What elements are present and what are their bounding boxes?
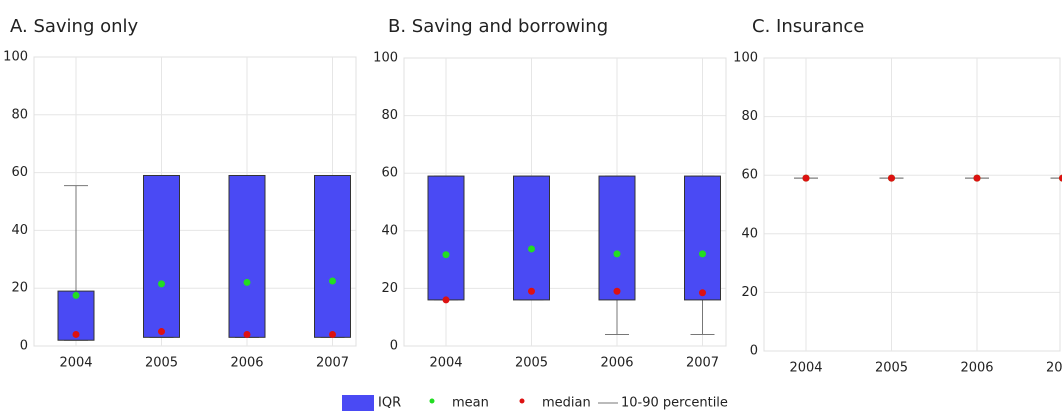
legend-label: median: [542, 396, 591, 411]
x-tick-label: 2006: [960, 361, 993, 376]
x-tick-label: 2004: [429, 356, 462, 371]
y-tick-label: 20: [741, 285, 758, 300]
iqr-box: [513, 175, 550, 301]
median-dot: [442, 296, 450, 304]
mean-dot: [528, 245, 535, 253]
x-tick-label: 2007: [686, 356, 719, 371]
median-dot: [72, 330, 80, 338]
mean-dot: [158, 280, 165, 288]
y-tick-label: 20: [11, 281, 28, 296]
iqr-box: [228, 174, 266, 338]
y-tick-label: 100: [733, 51, 758, 66]
legend-label: mean: [452, 396, 489, 411]
legend-label: 10-90 percentile: [621, 396, 728, 411]
median-dot: [528, 287, 535, 295]
median-dot: [973, 174, 981, 182]
x-tick-label: 2005: [145, 356, 178, 371]
x-tick-label: 2004: [59, 356, 92, 371]
x-tick-label: 2006: [600, 356, 633, 371]
x-tick-label: 2007: [1046, 361, 1062, 376]
mean-dot: [243, 278, 251, 286]
iqr-box: [427, 175, 465, 301]
y-tick-label: 100: [3, 50, 28, 65]
y-tick-label: 80: [381, 108, 398, 123]
y-tick-label: 40: [741, 226, 758, 241]
panel-title: A. Saving only: [10, 16, 139, 37]
median-dot: [613, 287, 621, 295]
plot-frame: [403, 57, 727, 347]
mean-dot: [72, 291, 80, 299]
median-dot: [243, 330, 251, 338]
mean-dot: [613, 250, 621, 258]
y-tick-label: 80: [741, 109, 758, 124]
legend-swatch: [342, 395, 374, 411]
iqr-box: [598, 175, 636, 301]
x-tick-label: 2007: [316, 356, 349, 371]
legend-swatch: [519, 398, 525, 404]
median-dot: [699, 289, 706, 297]
median-dot: [158, 328, 165, 336]
x-tick-label: 2005: [515, 356, 548, 371]
median-dot: [888, 174, 895, 182]
x-tick-label: 2004: [789, 361, 822, 376]
legend-label: IQR: [378, 396, 401, 411]
legend-swatch: [429, 398, 435, 404]
plot-frame: [33, 56, 357, 347]
y-tick-label: 0: [750, 344, 758, 359]
y-tick-label: 40: [11, 223, 28, 238]
panel-title: C. Insurance: [752, 16, 864, 37]
panel-title: B. Saving and borrowing: [388, 16, 608, 37]
median-dot: [802, 174, 810, 182]
y-tick-label: 80: [11, 107, 28, 122]
y-tick-label: 60: [11, 165, 28, 180]
iqr-box: [684, 175, 721, 301]
iqr-box: [143, 174, 180, 338]
iqr-box: [314, 174, 351, 338]
y-tick-label: 0: [390, 339, 398, 354]
mean-dot: [699, 250, 706, 258]
mean-dot: [442, 251, 450, 259]
x-tick-label: 2006: [230, 356, 263, 371]
y-tick-label: 60: [381, 166, 398, 181]
median-dot: [1059, 174, 1062, 182]
mean-dot: [329, 277, 336, 285]
y-tick-label: 60: [741, 168, 758, 183]
plot-frame: [763, 57, 1061, 352]
y-tick-label: 100: [373, 51, 398, 66]
x-tick-label: 2005: [875, 361, 908, 376]
y-tick-label: 20: [381, 281, 398, 296]
y-tick-label: 40: [381, 223, 398, 238]
y-tick-label: 0: [20, 339, 28, 354]
median-dot: [329, 330, 336, 338]
